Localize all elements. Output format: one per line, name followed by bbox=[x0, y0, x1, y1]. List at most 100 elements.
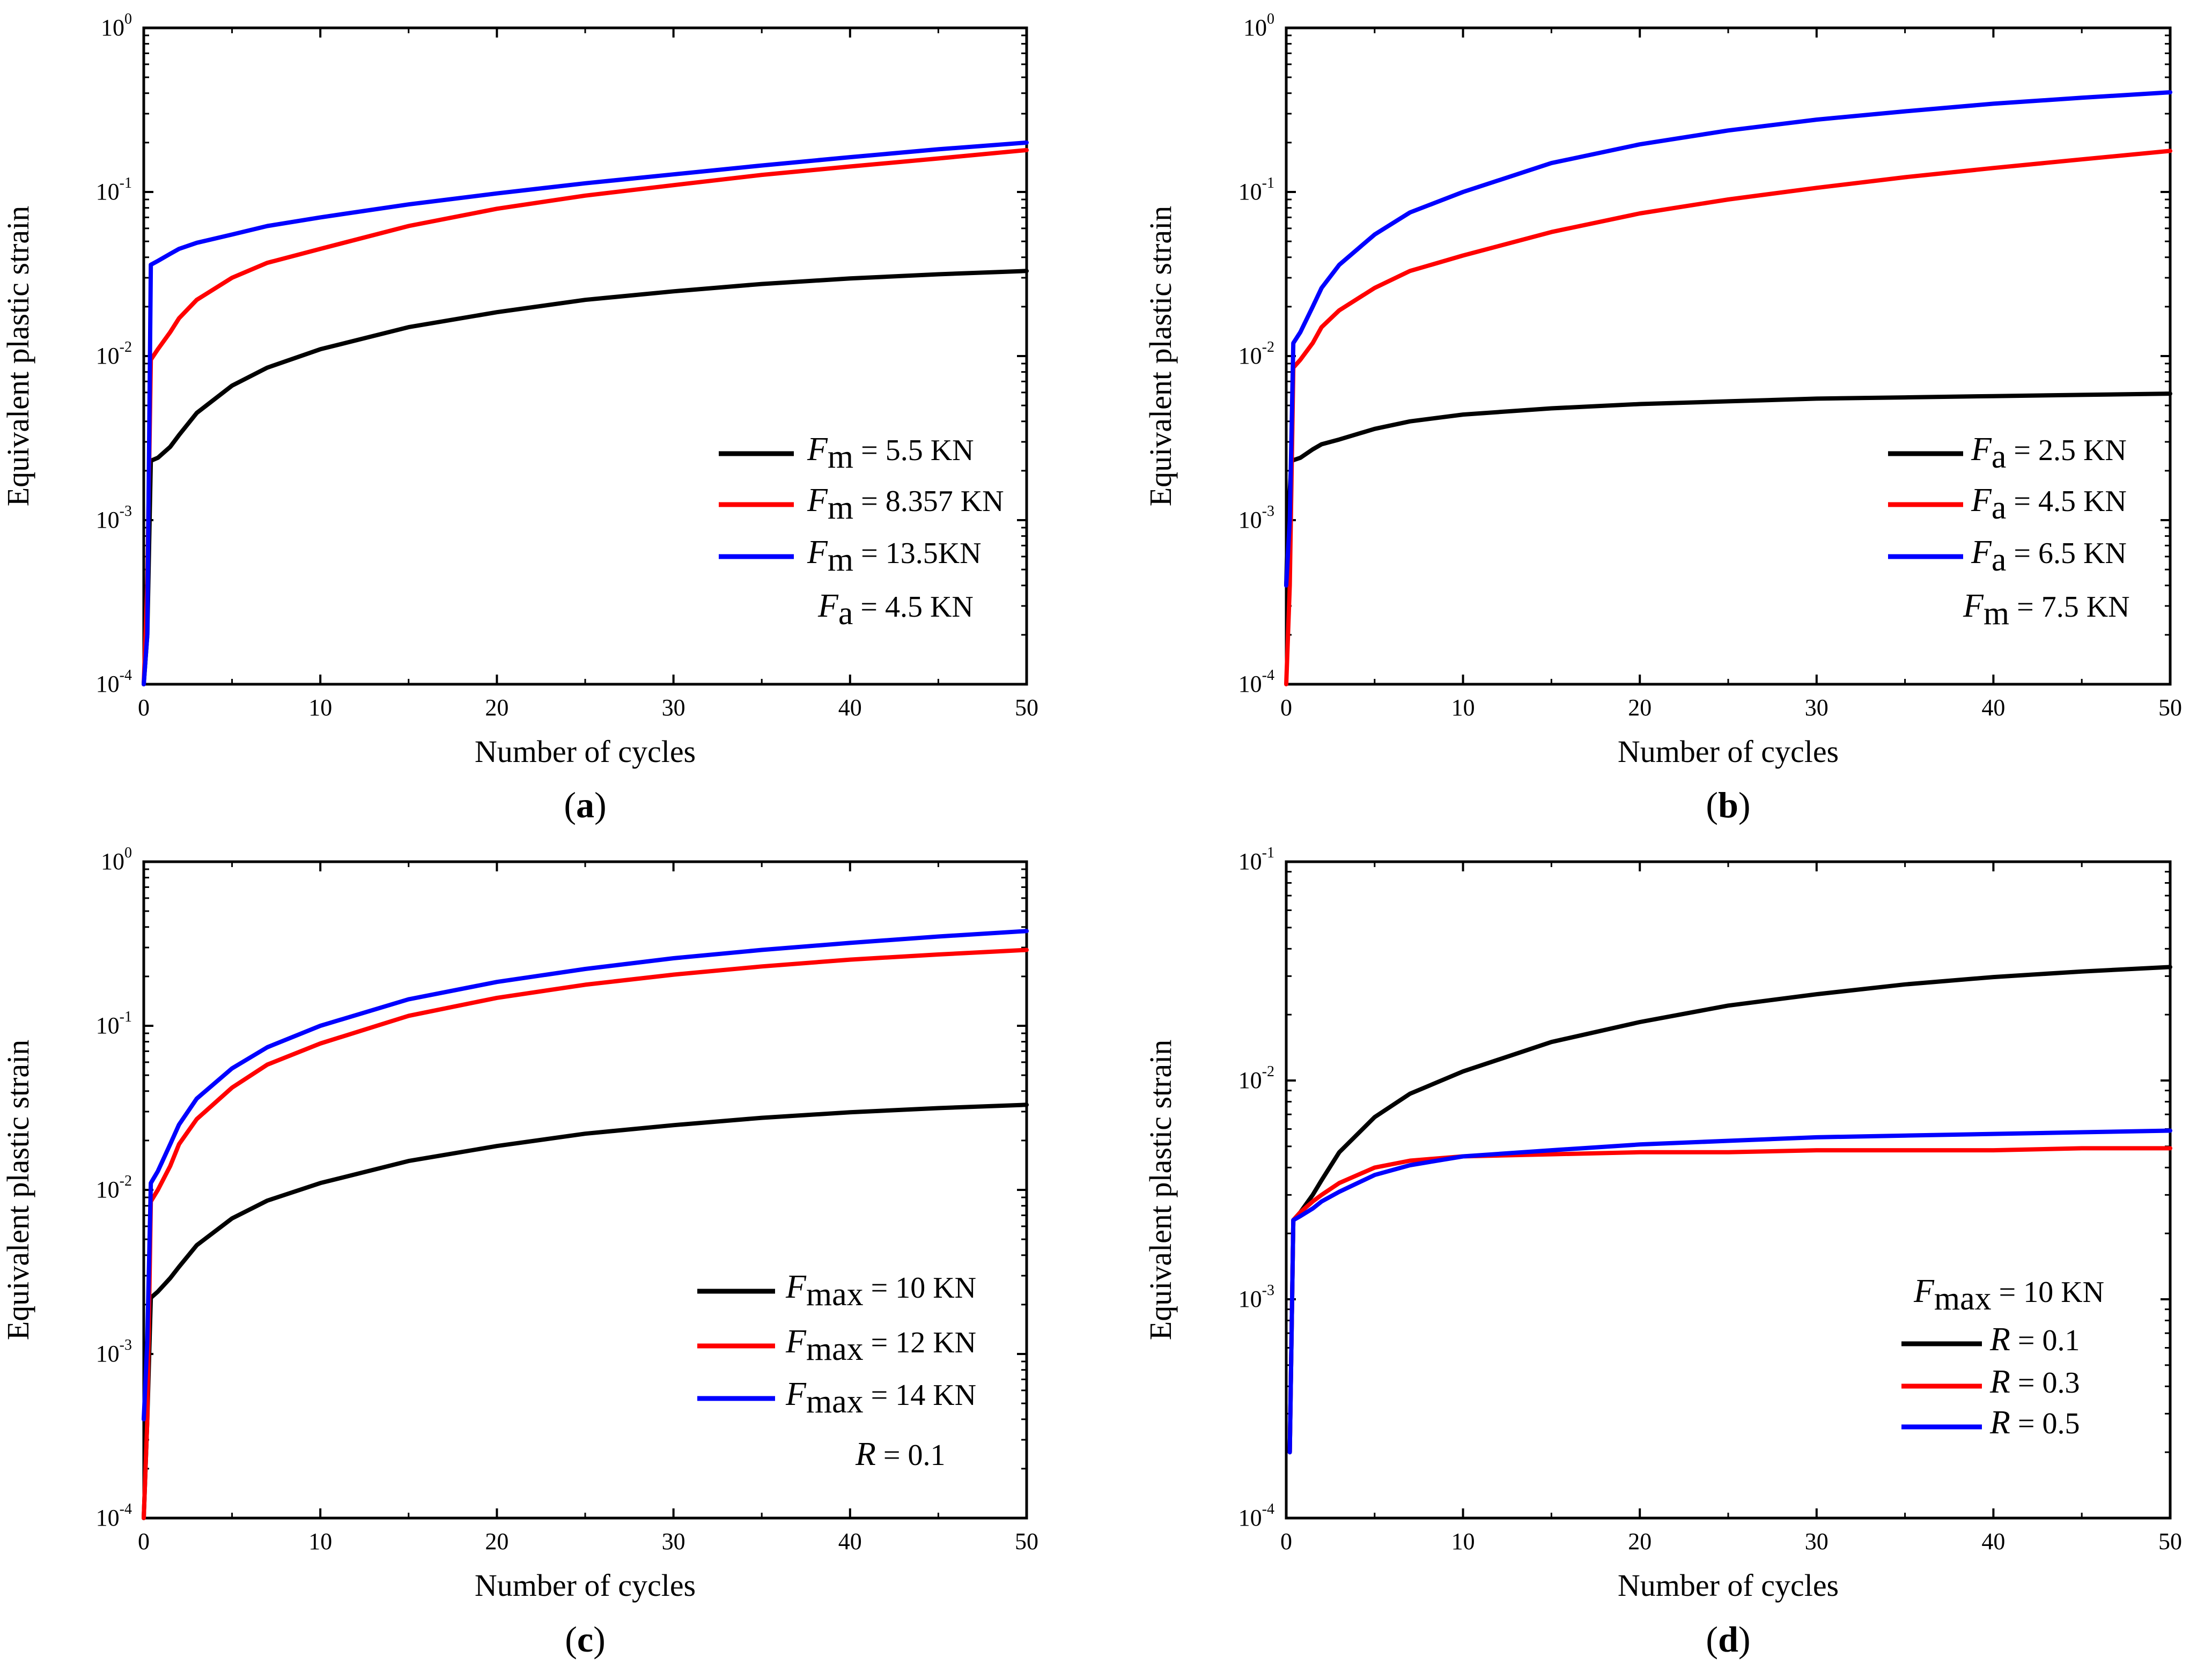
legend-subscript: m bbox=[828, 490, 853, 526]
y-axis-label: Equivalent plastic strain bbox=[1, 1040, 35, 1341]
y-tick-label: 10-1 bbox=[96, 1009, 132, 1039]
series-line-3 bbox=[1287, 1128, 2172, 1455]
legend-entry: Fa = 2.5 KN bbox=[1971, 431, 2127, 475]
legend-symbol: F bbox=[807, 482, 828, 519]
x-tick-label: 20 bbox=[485, 694, 508, 721]
y-tick-exponent: 0 bbox=[1267, 11, 1274, 27]
y-tick-base: 10 bbox=[96, 1176, 120, 1203]
panel-label-close: ) bbox=[593, 1619, 606, 1660]
legend-subscript: m bbox=[828, 439, 853, 475]
y-tick-exponent: 0 bbox=[124, 11, 132, 27]
legend-symbol: R bbox=[1989, 1404, 2010, 1441]
legend-entry: Fa = 6.5 KN bbox=[1971, 534, 2127, 578]
series-line-2 bbox=[1284, 149, 2172, 686]
x-tick-label: 50 bbox=[1015, 1528, 1038, 1555]
legend-entry: R = 0.1 bbox=[1989, 1321, 2080, 1358]
panel-label: (a) bbox=[564, 785, 606, 825]
panel-label-open: ( bbox=[565, 1619, 577, 1660]
annotation-value: = 0.1 bbox=[876, 1439, 946, 1472]
y-axis-label: Equivalent plastic strain bbox=[1143, 206, 1178, 507]
y-tick-base: 10 bbox=[96, 1012, 120, 1039]
y-tick-exponent: -4 bbox=[120, 667, 132, 684]
x-tick-label: 20 bbox=[1628, 694, 1652, 721]
y-tick-label: 100 bbox=[101, 845, 132, 875]
legend-entry: Fm = 8.357 KN bbox=[807, 482, 1004, 526]
x-tick-label: 50 bbox=[1015, 694, 1038, 721]
plot-frame bbox=[142, 26, 1028, 686]
legend-subscript: m bbox=[828, 542, 853, 578]
series-line-1 bbox=[1287, 965, 2172, 1455]
y-tick-label: 10-1 bbox=[1238, 175, 1274, 205]
legend-entry: Fm = 5.5 KN bbox=[807, 431, 974, 475]
legend-symbol: F bbox=[1971, 534, 1992, 571]
y-tick-exponent: -3 bbox=[120, 1337, 132, 1353]
legend-value: = 8.357 KN bbox=[853, 485, 1004, 518]
legend-value: = 10 KN bbox=[864, 1271, 976, 1305]
y-tick-exponent: -1 bbox=[1262, 175, 1274, 191]
legend-annotation: Fa = 4.5 KN bbox=[817, 588, 974, 632]
panel-label-close: ) bbox=[1738, 1619, 1751, 1660]
annotation-value: = 7.5 KN bbox=[2009, 590, 2129, 624]
y-tick-base: 10 bbox=[1238, 1505, 1262, 1531]
x-tick-label: 0 bbox=[1280, 1528, 1292, 1555]
y-tick-base: 10 bbox=[1238, 179, 1262, 205]
plot-frame bbox=[1285, 26, 2172, 686]
x-tick-label: 30 bbox=[662, 694, 685, 721]
y-tick-label: 10-3 bbox=[1238, 503, 1274, 533]
legend-value: = 12 KN bbox=[864, 1326, 976, 1359]
legend-symbol: R bbox=[1989, 1321, 2010, 1358]
series-line-1 bbox=[1284, 391, 2172, 588]
panel-label-close: ) bbox=[1738, 785, 1751, 825]
legend-annotation: R = 0.1 bbox=[855, 1436, 945, 1472]
x-axis-label: Number of cycles bbox=[1618, 734, 1839, 769]
annotation-symbol: F bbox=[1963, 588, 1984, 624]
annotation-value: = 4.5 KN bbox=[853, 590, 973, 624]
legend-value: = 13.5KN bbox=[853, 537, 981, 570]
annotation-symbol: F bbox=[817, 588, 839, 624]
y-tick-exponent: -2 bbox=[1262, 1063, 1274, 1080]
x-tick-label: 40 bbox=[838, 694, 862, 721]
y-tick-base: 10 bbox=[1238, 1067, 1262, 1093]
panel-label: (b) bbox=[1706, 785, 1750, 825]
legend-symbol: F bbox=[1971, 482, 1992, 519]
y-tick-label: 10-4 bbox=[1238, 1501, 1274, 1531]
x-axis-label: Number of cycles bbox=[475, 1568, 696, 1603]
legend-subscript: max bbox=[806, 1276, 864, 1313]
legend-entry: R = 0.3 bbox=[1989, 1364, 2080, 1400]
y-tick-exponent: 0 bbox=[124, 845, 132, 861]
y-tick-base: 10 bbox=[96, 1505, 120, 1531]
legend-title-symbol: F bbox=[1913, 1273, 1935, 1309]
y-tick-label: 10-3 bbox=[96, 1337, 132, 1367]
series-line-1 bbox=[142, 1102, 1029, 1520]
y-tick-label: 10-2 bbox=[1238, 1063, 1274, 1093]
y-tick-base: 10 bbox=[101, 14, 124, 41]
y-tick-exponent: -3 bbox=[1262, 1282, 1274, 1299]
y-tick-label: 10-3 bbox=[96, 503, 132, 533]
legend-subscript: max bbox=[806, 1331, 864, 1367]
legend-value: = 5.5 KN bbox=[853, 434, 974, 467]
annotation-symbol: R bbox=[855, 1436, 876, 1472]
legend-symbol: F bbox=[807, 534, 828, 571]
legend-value: = 0.1 bbox=[2010, 1324, 2080, 1357]
x-tick-label: 30 bbox=[1805, 694, 1829, 721]
legend-symbol: R bbox=[1989, 1364, 2010, 1400]
y-tick-label: 100 bbox=[101, 11, 132, 41]
legend-subscript: max bbox=[806, 1383, 864, 1420]
plot-frame bbox=[142, 860, 1028, 1520]
legend-symbol: F bbox=[785, 1323, 807, 1360]
y-tick-exponent: -3 bbox=[120, 503, 132, 520]
panel-label-letter: d bbox=[1718, 1619, 1738, 1660]
x-tick-label: 40 bbox=[1981, 694, 2005, 721]
x-tick-label: 30 bbox=[662, 1528, 685, 1555]
panel-label-open: ( bbox=[564, 785, 576, 825]
legend-value: = 2.5 KN bbox=[2006, 434, 2126, 467]
legend-entry: Fa = 4.5 KN bbox=[1971, 482, 2127, 526]
annotation-subscript: m bbox=[1984, 595, 2009, 632]
legend-symbol: F bbox=[807, 431, 828, 468]
y-tick-base: 10 bbox=[1243, 14, 1267, 41]
series-line-3 bbox=[142, 929, 1029, 1422]
